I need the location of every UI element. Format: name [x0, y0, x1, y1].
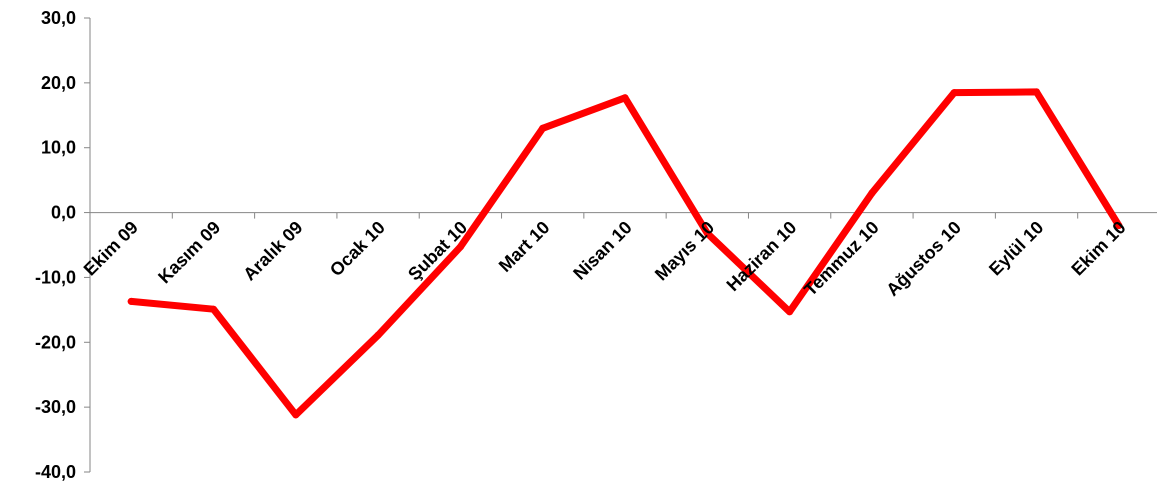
category-labels: Ekim 09 Kasım 09 Aralık 09 Ocak 10 Şubat 10 M…	[80, 217, 1130, 300]
y-tick-label: -30,0	[35, 397, 76, 417]
x-tick-label: Ağustos 10	[882, 217, 965, 300]
x-tick-label: Ocak 10	[326, 217, 389, 280]
y-tick-label: 30,0	[41, 8, 76, 28]
x-tick-label: Aralık 09	[239, 217, 306, 284]
x-tick-label: Ekim 09	[80, 217, 142, 279]
x-tick-label: Mayıs 10	[651, 217, 718, 284]
y-tick-label: 0,0	[51, 203, 76, 223]
data-point	[621, 94, 629, 102]
x-tick-label: Nisan 10	[569, 217, 636, 284]
data-point	[1033, 88, 1041, 96]
x-tick-label: Kasım 09	[154, 217, 224, 287]
y-tick-label: -20,0	[35, 332, 76, 352]
y-tick-label: -40,0	[35, 462, 76, 482]
data-point	[209, 305, 217, 313]
y-axis: -40,0 -30,0 -20,0 -10,0 0,0 10,0 20,0 30,0	[35, 8, 91, 482]
data-point	[950, 89, 958, 97]
x-tick-label: Ekim 10	[1067, 217, 1129, 279]
y-tick-label: 10,0	[41, 138, 76, 158]
x-tick-label: Mart 10	[495, 217, 554, 276]
data-point	[456, 243, 464, 251]
x-tick-label: Eylül 10	[985, 217, 1047, 279]
data-point	[786, 308, 794, 316]
y-tick-label: 20,0	[41, 73, 76, 93]
series-group	[127, 88, 1123, 419]
data-point	[1115, 222, 1123, 230]
data-point	[374, 331, 382, 339]
x-axis	[89, 212, 1157, 219]
data-point	[539, 124, 547, 132]
data-point	[127, 297, 135, 305]
x-tick-label: Temmuz 10	[800, 217, 883, 300]
data-point	[292, 411, 300, 419]
y-tick-label: -10,0	[35, 267, 76, 287]
data-point	[868, 189, 876, 197]
data-point	[703, 229, 711, 237]
